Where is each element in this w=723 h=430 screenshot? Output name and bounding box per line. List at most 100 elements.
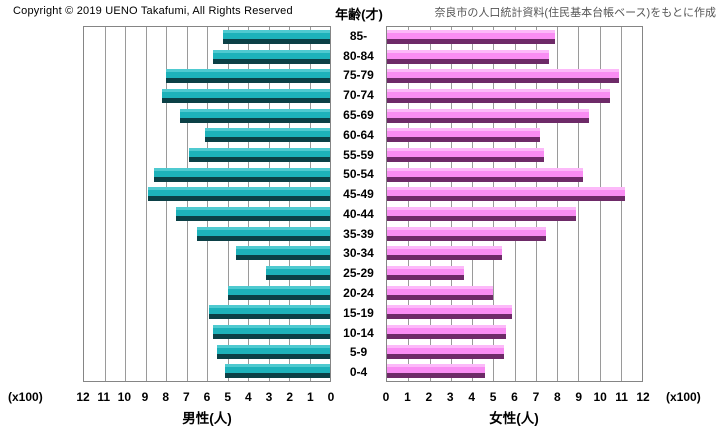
axis-tick-label: 5 (489, 390, 497, 404)
copyright-text: Copyright © 2019 UENO Takafumi, All Righ… (13, 5, 293, 17)
bar-stripe-hl (387, 285, 494, 289)
bar-stripe-sh (147, 196, 330, 202)
male-bar (209, 305, 330, 320)
gridline (166, 27, 167, 381)
age-labels-column: 85- 80-84 75-79 70-74 65-69 60-64 55-59 50-54 45… (331, 26, 386, 382)
axis-tick-label: 3 (265, 390, 273, 404)
bar-stripe-mid (387, 367, 485, 374)
male-bar (235, 246, 330, 261)
bar-stripe-mid (387, 347, 504, 354)
age-group-label: 70-74 (343, 88, 374, 103)
bar-stripe-hl (387, 128, 540, 132)
axis-tick-label: 4 (468, 390, 475, 404)
female-chart-plot (386, 26, 643, 382)
bar-stripe-sh (153, 176, 330, 182)
bar-stripe-sh (387, 274, 464, 280)
male-bar (217, 344, 330, 359)
bar-stripe-hl (153, 167, 330, 171)
age-group-label: 80-84 (343, 48, 374, 63)
chart-row (387, 145, 642, 165)
chart-row (84, 106, 330, 126)
bar-stripe-hl (204, 128, 330, 132)
axis-tick-label: 1 (306, 390, 314, 404)
bar-stripe-mid (225, 367, 330, 374)
chart-row (84, 86, 330, 106)
chart-row (84, 66, 330, 86)
male-bar (153, 167, 330, 182)
bar-stripe-hl (180, 108, 330, 112)
bar-stripe-sh (387, 373, 485, 379)
bar-stripe-sh (227, 294, 330, 300)
male-bar (223, 29, 330, 44)
chart-row (387, 243, 642, 263)
bar-stripe-mid (188, 150, 330, 157)
age-group-label: 60-64 (343, 127, 374, 142)
gridline (493, 27, 495, 381)
bar-stripe-mid (387, 91, 611, 98)
male-bar (227, 285, 330, 300)
female-axis-title: 女性(人) (489, 411, 539, 426)
bar-stripe-sh (387, 117, 589, 123)
bar-stripe-mid (213, 327, 330, 334)
bar-stripe-mid (387, 308, 513, 315)
bar-stripe-sh (166, 78, 330, 84)
bar-stripe-hl (387, 246, 502, 250)
bar-stripe-mid (266, 268, 330, 275)
bar-stripe-hl (217, 344, 330, 348)
female-bar (387, 29, 555, 44)
bar-stripe-hl (166, 69, 330, 73)
bar-stripe-mid (387, 150, 545, 157)
bar-stripe-mid (387, 52, 549, 59)
bar-stripe-mid (227, 288, 330, 295)
bar-stripe-mid (166, 72, 330, 79)
gridline (207, 27, 208, 381)
bar-stripe-hl (387, 108, 589, 112)
bar-stripe-sh (387, 97, 611, 103)
axis-tick-label: 8 (553, 390, 561, 404)
gridline (227, 27, 229, 381)
chart-row (84, 224, 330, 244)
gridline (514, 27, 516, 381)
chart-row (387, 47, 642, 67)
axis-tick-label: 0 (382, 390, 390, 404)
bar-stripe-hl (387, 167, 583, 171)
female-bar (387, 69, 619, 84)
bar-stripe-sh (176, 215, 330, 221)
chart-row (84, 27, 330, 47)
bar-stripe-sh (387, 215, 577, 221)
axis-tick-label: 5 (224, 390, 231, 404)
chart-row (387, 302, 642, 322)
bar-stripe-sh (217, 353, 330, 359)
bar-stripe-sh (387, 294, 494, 300)
male-axis-ticks: 12 11 10 9 8 7 6 5 4 3 2 1 0 (76, 390, 334, 404)
bar-stripe-sh (161, 97, 330, 103)
gridline (309, 27, 311, 381)
bar-stripe-hl (387, 364, 485, 368)
bar-stripe-mid (235, 249, 330, 256)
axis-tick-label: 1 (404, 390, 411, 404)
bar-stripe-hl (387, 49, 549, 53)
axis-tick-label: 11 (97, 390, 110, 404)
bar-stripe-mid (387, 190, 625, 197)
age-group-label: 65-69 (343, 108, 374, 123)
female-axis-unit-label: (x100) (666, 390, 701, 404)
female-bar (387, 344, 504, 359)
bar-stripe-hl (196, 226, 330, 230)
bar-stripe-sh (387, 333, 506, 339)
chart-row (84, 342, 330, 362)
bar-stripe-mid (387, 72, 619, 79)
age-group-label: 85- (349, 28, 368, 43)
gridline (268, 27, 270, 381)
male-bar (180, 108, 330, 123)
bar-stripe-mid (387, 209, 577, 216)
bar-stripe-hl (227, 285, 330, 289)
bar-stripe-mid (387, 131, 540, 138)
age-group-label: 10-14 (343, 325, 374, 340)
male-chart-plot (83, 26, 331, 382)
male-bar (204, 128, 330, 143)
axis-tick-label: 8 (162, 390, 169, 404)
chart-row (387, 165, 642, 185)
age-group-label: 20-24 (343, 286, 374, 301)
female-bar (387, 305, 513, 320)
axis-tick-label: 6 (203, 390, 211, 404)
